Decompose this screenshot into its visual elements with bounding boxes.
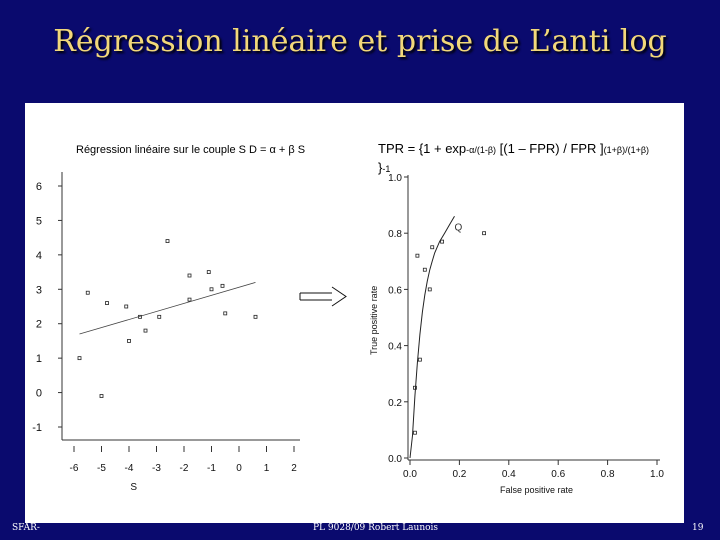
left-data-point bbox=[206, 270, 211, 274]
formula-sub1: -α/(1-β) bbox=[466, 145, 497, 155]
point-q-label: Q bbox=[454, 222, 462, 233]
left-x-tick-label: 1 bbox=[264, 463, 270, 474]
right-data-point bbox=[427, 287, 432, 292]
right-arrow-icon bbox=[299, 286, 347, 307]
left-y-tick-label: 3 bbox=[36, 284, 42, 296]
left-y-tick-label: 5 bbox=[36, 215, 42, 227]
right-x-tick-label: 0.0 bbox=[403, 469, 417, 480]
right-x-tick-label: 0.6 bbox=[551, 469, 565, 480]
formula-end: } bbox=[378, 160, 383, 175]
left-y-tick-label: 1 bbox=[36, 353, 42, 365]
regression-line bbox=[79, 282, 256, 335]
left-data-point bbox=[165, 239, 170, 243]
left-scatter-points bbox=[77, 239, 258, 398]
left-y-tick-label: 0 bbox=[36, 388, 42, 400]
left-y-tick-label: 6 bbox=[36, 181, 42, 193]
formula-sup: -1 bbox=[382, 164, 391, 174]
footer-page-number: 19 bbox=[692, 523, 704, 533]
left-data-point bbox=[220, 283, 225, 288]
left-y-ticks: -1 0 1 2 3 4 5 6 bbox=[32, 181, 62, 434]
right-y-tick-label: 0.4 bbox=[388, 342, 402, 353]
left-y-tick-label: 2 bbox=[36, 319, 42, 331]
left-x-tick-label: 2 bbox=[291, 463, 297, 474]
right-y-ticks: 0.0 0.2 0.4 0.6 0.8 1.0 bbox=[388, 173, 408, 465]
right-data-point bbox=[413, 430, 417, 435]
left-x-tick-label: -4 bbox=[125, 463, 134, 474]
right-y-tick-label: 0.0 bbox=[388, 454, 402, 465]
right-data-point bbox=[415, 253, 420, 258]
footer-left: SFAR- bbox=[12, 523, 40, 533]
right-x-tick-label: 0.2 bbox=[452, 469, 466, 480]
left-x-tick-label: -1 bbox=[207, 463, 216, 474]
right-y-tick-label: 0.2 bbox=[388, 398, 402, 409]
right-x-ticks: 0.0 0.2 0.4 0.6 0.8 1.0 bbox=[403, 460, 664, 480]
left-data-point bbox=[124, 304, 129, 309]
left-data-point bbox=[77, 356, 82, 361]
slide-title: Régression linéaire et prise de L’anti l… bbox=[53, 24, 667, 59]
left-x-tick-label: -2 bbox=[180, 463, 189, 474]
right-data-point bbox=[430, 245, 435, 250]
right-scatter-points bbox=[413, 231, 487, 435]
right-x-axis-label: False positive rate bbox=[500, 485, 573, 495]
right-y-tick-label: 1.0 bbox=[388, 173, 402, 184]
footer-center: PL 9028/09 Robert Launois bbox=[313, 523, 439, 533]
right-data-point bbox=[422, 267, 427, 272]
left-x-tick-label: -5 bbox=[97, 463, 106, 474]
left-data-point bbox=[187, 297, 192, 302]
right-data-point bbox=[413, 385, 417, 390]
right-x-tick-label: 1.0 bbox=[650, 469, 664, 480]
right-y-axis-label: True positive rate bbox=[369, 286, 379, 355]
left-x-tick-label: -6 bbox=[70, 463, 79, 474]
left-x-tick-label: 0 bbox=[236, 463, 242, 474]
right-data-point bbox=[417, 357, 422, 362]
left-data-point bbox=[253, 314, 258, 319]
formula-mid: [(1 – FPR) / FPR ] bbox=[496, 141, 604, 156]
right-y-tick-label: 0.8 bbox=[388, 229, 402, 240]
left-data-point bbox=[187, 273, 192, 278]
left-y-tick-label: -1 bbox=[32, 422, 42, 434]
roc-curve bbox=[409, 216, 455, 459]
left-x-ticks: -6 -5 -4 -3 -2 -1 0 1 2 bbox=[70, 446, 297, 474]
left-data-point bbox=[143, 328, 148, 333]
left-data-point bbox=[157, 314, 162, 319]
roc-formula: TPR = {1 + exp-α/(1-β) [(1 – FPR) / FPR … bbox=[378, 140, 688, 178]
left-data-point bbox=[105, 301, 109, 305]
formula-sub2: (1+β)/(1+β) bbox=[603, 145, 650, 155]
left-x-axis-label: S bbox=[130, 482, 137, 493]
right-x-tick-label: 0.8 bbox=[601, 469, 615, 480]
left-x-tick-label: -3 bbox=[152, 463, 161, 474]
formula-main: TPR = {1 + exp bbox=[378, 141, 467, 156]
left-data-point bbox=[85, 290, 90, 295]
left-data-point bbox=[127, 339, 131, 343]
right-x-tick-label: 0.4 bbox=[502, 469, 516, 480]
figure-panel bbox=[25, 103, 684, 523]
regression-caption: Régression linéaire sur le couple S D = … bbox=[76, 144, 306, 156]
right-y-tick-label: 0.6 bbox=[388, 285, 402, 296]
right-data-point bbox=[482, 231, 487, 236]
left-data-point bbox=[99, 394, 104, 398]
right-data-point bbox=[440, 239, 445, 244]
left-data-point bbox=[209, 287, 214, 292]
left-data-point bbox=[223, 311, 228, 316]
left-y-tick-label: 4 bbox=[36, 250, 42, 262]
